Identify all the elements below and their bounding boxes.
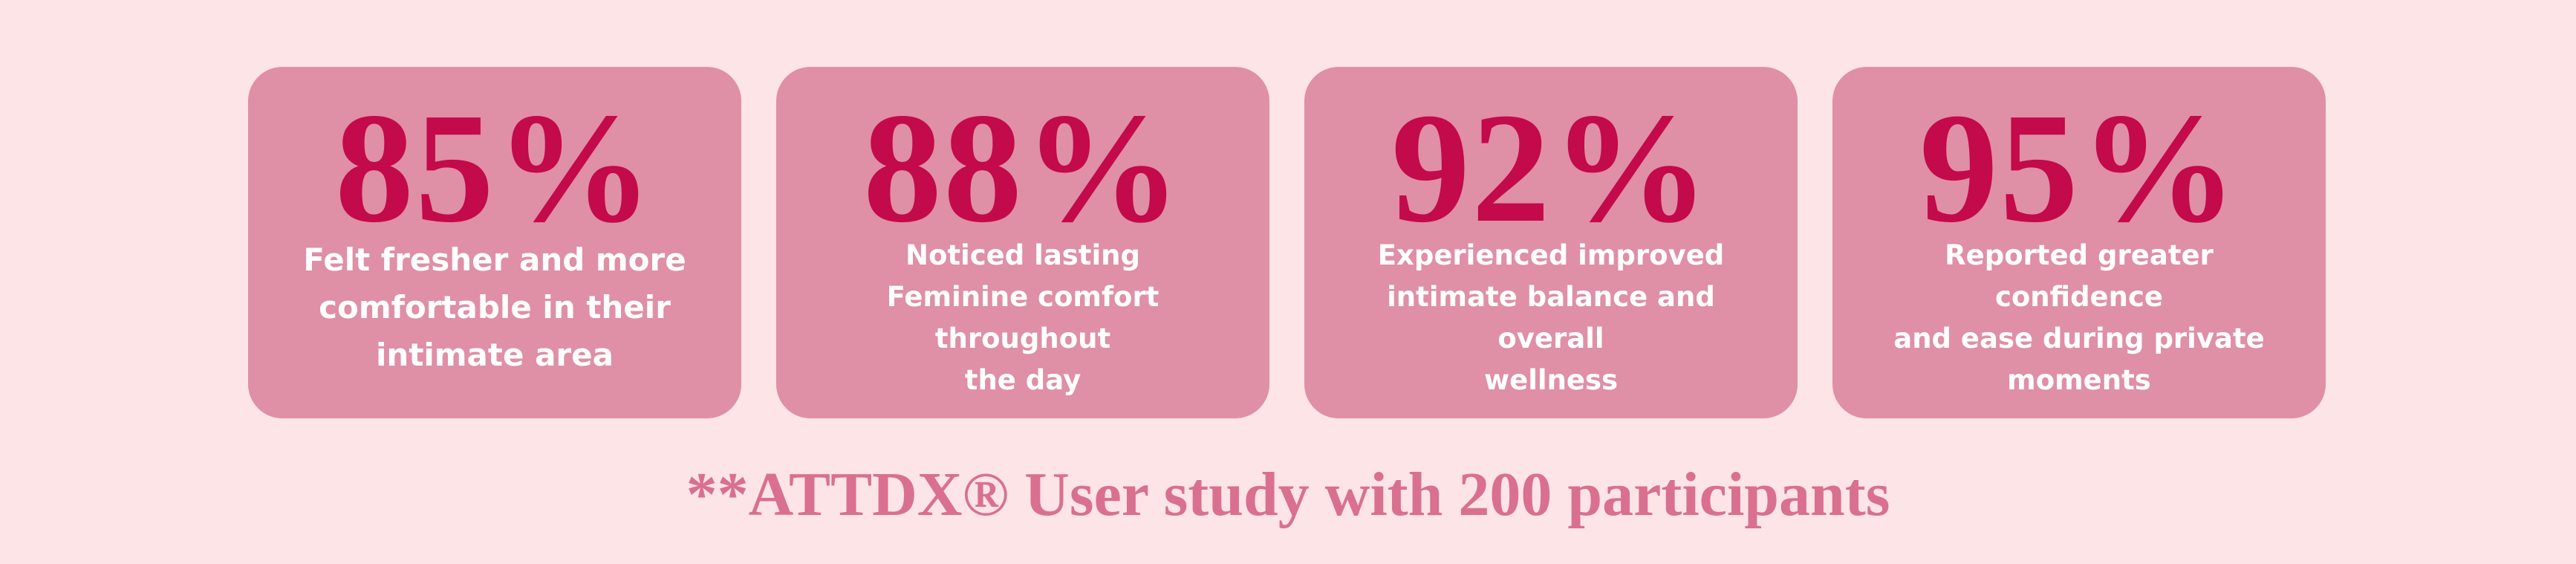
stats-row: 85% Felt fresher and more comfortable in…	[0, 67, 2576, 418]
study-footnote: **ATTDX® User study with 200 participant…	[686, 460, 1890, 529]
stat-percentage: 95%	[1919, 80, 2239, 255]
stat-card-confidence: 95% Reported greater confidence and ease…	[1832, 67, 2326, 418]
stat-percentage: 85%	[335, 80, 654, 255]
stat-description: Reported greater confidence and ease dur…	[1893, 239, 2265, 396]
stat-card-fresher: 85% Felt fresher and more comfortable in…	[248, 67, 741, 418]
stat-description: Experienced improved intimate balance an…	[1377, 239, 1725, 396]
stat-description: Noticed lasting Feminine comfort through…	[886, 239, 1159, 396]
stat-percentage: 92%	[1391, 80, 1711, 255]
stat-card-lasting-comfort: 88% Noticed lasting Feminine comfort thr…	[776, 67, 1269, 418]
stat-description: Felt fresher and more comfortable in the…	[303, 242, 686, 373]
stat-card-balance: 92% Experienced improved intimate balanc…	[1304, 67, 1798, 418]
stat-percentage: 88%	[863, 80, 1183, 255]
